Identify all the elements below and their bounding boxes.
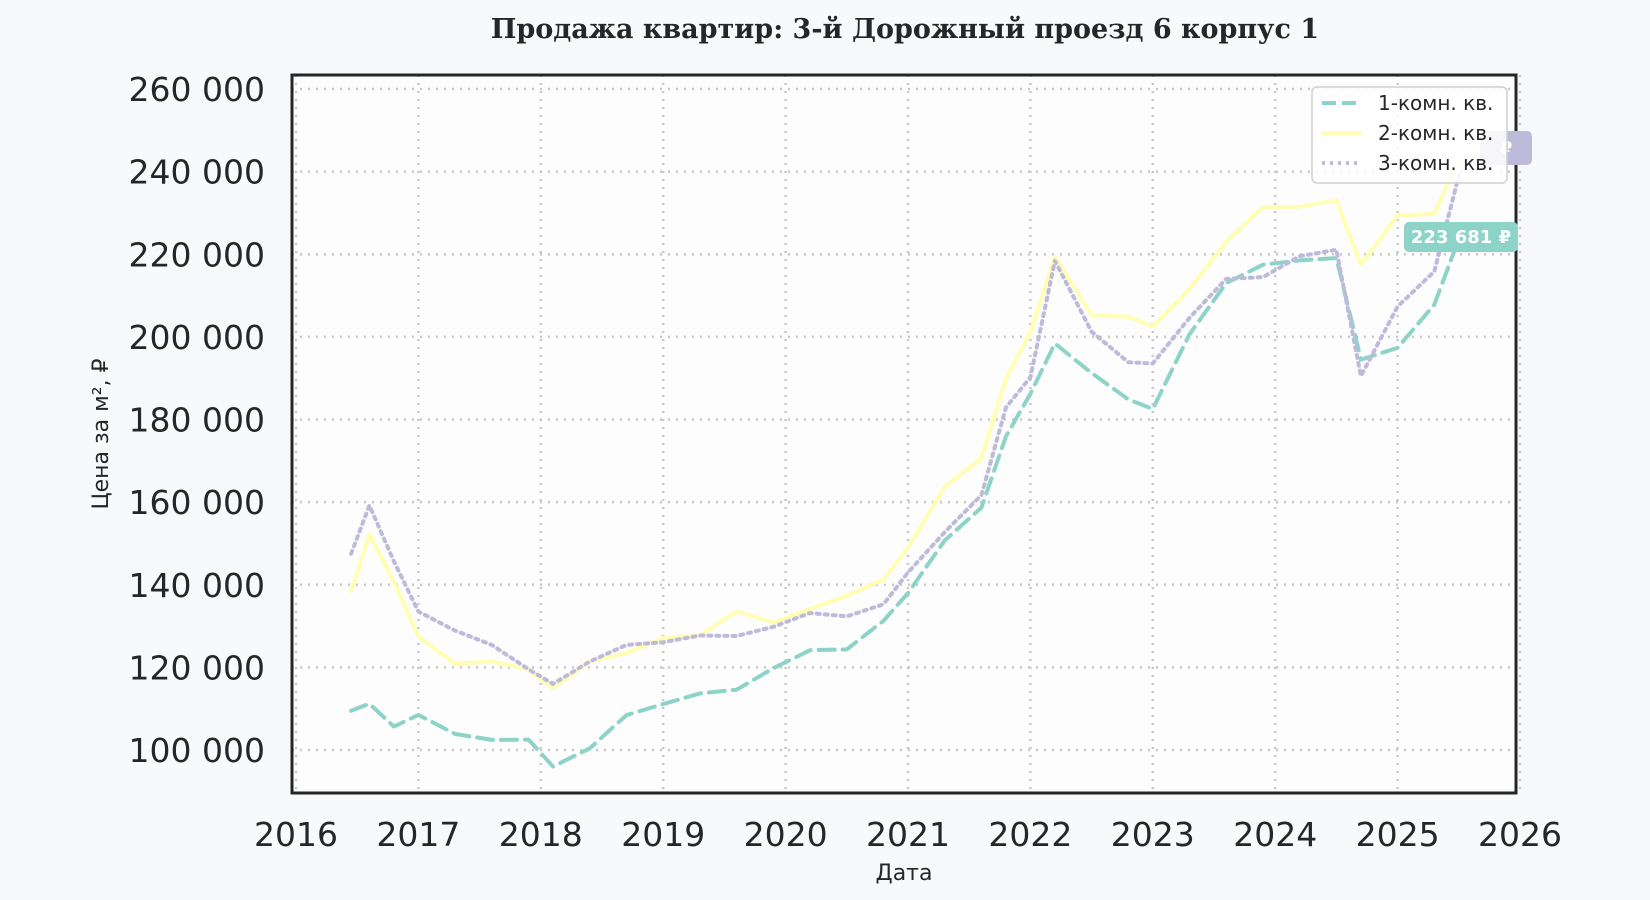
x-tick-label: 2025 [1356,815,1440,854]
series-line [349,157,1461,690]
y-tick-label: 160 000 [129,483,265,522]
grid-lines [292,75,1522,793]
x-tick-label: 2016 [254,815,338,854]
x-axis-label: Дата [876,861,933,886]
y-tick-label: 260 000 [129,70,265,109]
x-tick-label: 2018 [499,815,583,854]
x-tick-label: 2017 [376,815,460,854]
y-tick-label: 140 000 [129,566,265,605]
chart-title: Продажа квартир: 3-й Дорожный проезд 6 к… [490,14,1320,45]
price-tag-one-room-text: 223 681 ₽ [1411,227,1511,248]
y-tick-label: 200 000 [129,318,265,357]
series-line [349,237,1461,769]
legend-item-1-room: 1-комн. кв. [1378,91,1493,115]
x-tick-label: 2024 [1233,815,1317,854]
y-axis-ticks: 100 000 120 000 140 000 160 000 180 000 200 0… [129,70,265,770]
x-axis-ticks: 2016 2017 2018 2019 2020 2021 2022 2023 2024 2025… [254,815,1562,854]
y-tick-label: 100 000 [129,731,265,770]
x-tick-label: 2026 [1478,815,1562,854]
series-lines [349,157,1461,769]
y-tick-label: 180 000 [129,401,265,440]
y-axis-label: Цена за м², ₽ [89,358,114,509]
legend: 1-комн. кв. 2-комн. кв. 3-комн. кв. [1311,86,1508,184]
y-tick-label: 120 000 [129,648,265,687]
price-tag-one-room: 223 681 ₽ [1404,222,1518,252]
x-tick-label: 2023 [1111,815,1195,854]
legend-item-2-room: 2-комн. кв. [1378,121,1493,145]
x-tick-label: 2020 [744,815,828,854]
x-tick-label: 2021 [866,815,950,854]
legend-item-3-room: 3-комн. кв. [1378,151,1493,175]
x-tick-label: 2022 [988,815,1072,854]
series-line [349,173,1461,686]
y-tick-label: 220 000 [129,235,265,274]
x-tick-label: 2019 [621,815,705,854]
y-tick-label: 240 000 [129,153,265,192]
plot-frame [290,73,1518,795]
